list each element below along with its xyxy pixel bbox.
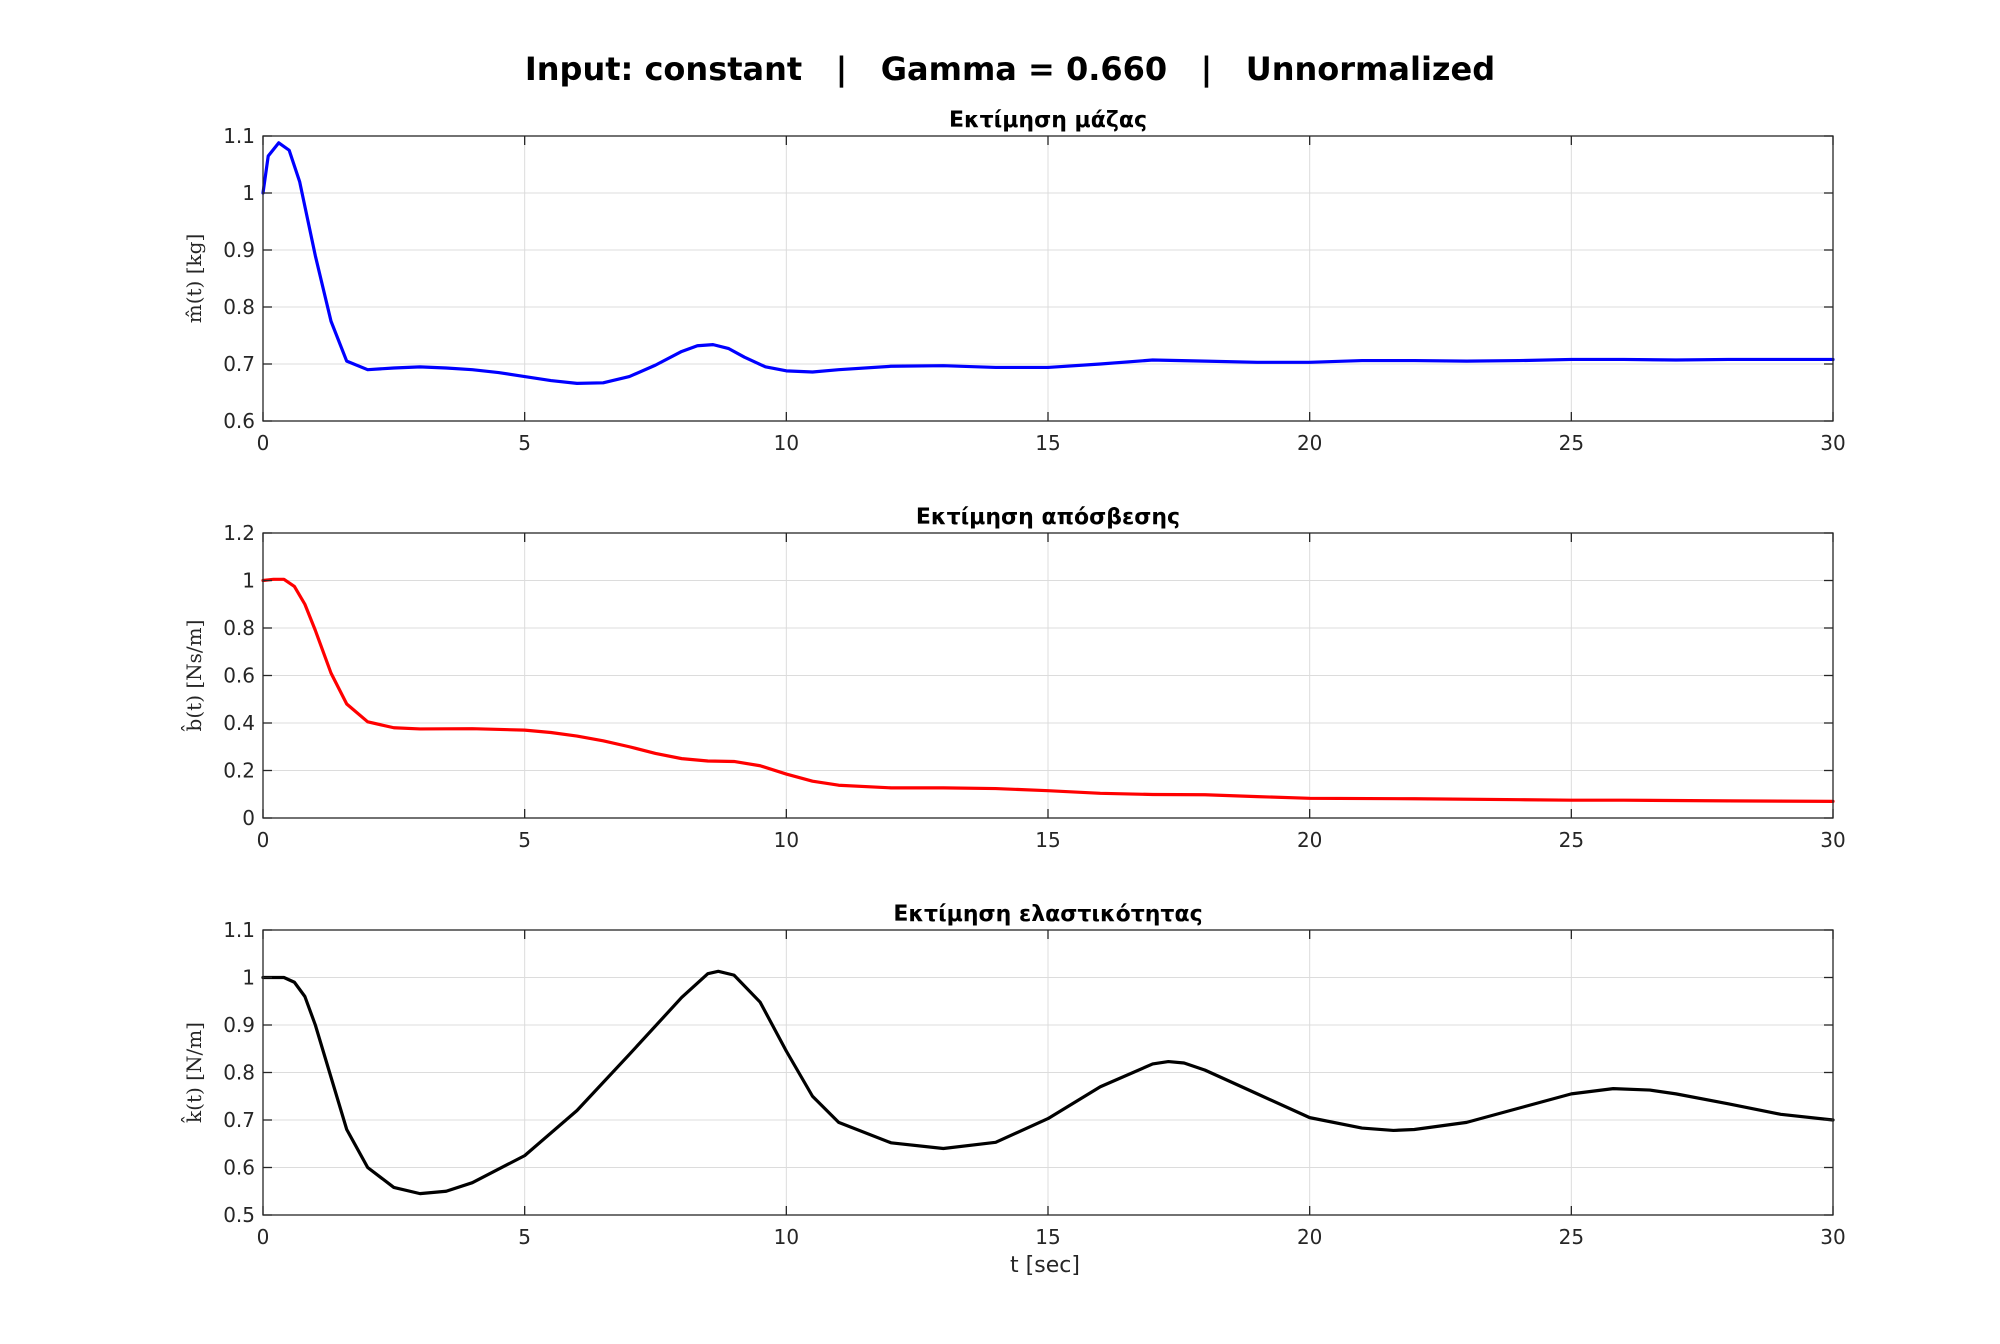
y-tick-label: 0.9 [223, 238, 255, 262]
figure-suptitle: Input: constant | Gamma = 0.660 | Unnorm… [525, 50, 1495, 89]
y-axis-label: k̂(t) [N/m] [180, 1022, 206, 1124]
y-tick-label: 0.8 [223, 295, 255, 319]
x-tick-label: 0 [257, 431, 270, 455]
x-tick-label: 20 [1297, 828, 1322, 852]
y-tick-label: 1 [242, 966, 255, 990]
x-tick-label: 20 [1297, 1225, 1322, 1249]
axes-title: Εκτίμηση απόσβεσης [916, 505, 1180, 530]
y-tick-label: 0.6 [223, 409, 255, 433]
y-tick-label: 0.8 [223, 616, 255, 640]
x-tick-label: 30 [1820, 431, 1845, 455]
x-tick-label: 5 [518, 1225, 531, 1249]
x-tick-label: 10 [774, 828, 799, 852]
axes-damping-estimate: 0 5 10 15 20 25 30 0 0.2 0.4 0.6 0.8 1 1.2 Εκτίμηση απ… [180, 505, 1846, 852]
y-tick-label: 0.6 [223, 1156, 255, 1180]
axes-title: Εκτίμηση μάζας [949, 108, 1147, 133]
x-tick-label: 25 [1559, 828, 1584, 852]
y-tick-label: 1.1 [223, 918, 255, 942]
y-axis-label: b̂(t) [Ns/m] [180, 620, 206, 733]
y-tick-label: 1 [242, 181, 255, 205]
y-tick-label: 0.6 [223, 664, 255, 688]
series-line [261, 969, 1835, 1196]
y-tick-label: 1 [242, 569, 255, 593]
x-axis-label: t [sec] [1010, 1253, 1080, 1278]
y-tick-label: 0.2 [223, 759, 255, 783]
x-tick-label: 25 [1559, 1225, 1584, 1249]
x-tick-label: 30 [1820, 828, 1845, 852]
x-tick-label: 5 [518, 828, 531, 852]
x-tick-label: 15 [1035, 1225, 1060, 1249]
x-tick-label: 25 [1559, 431, 1584, 455]
x-tick-label: 10 [774, 431, 799, 455]
y-axis-label: m̂(t) [kg] [182, 234, 206, 324]
y-tick-label: 1.2 [223, 521, 255, 545]
y-tick-label: 1.1 [223, 124, 255, 148]
series-line [261, 577, 1835, 803]
x-tick-label: 15 [1035, 828, 1060, 852]
x-tick-label: 15 [1035, 431, 1060, 455]
x-tick-label: 30 [1820, 1225, 1845, 1249]
axes-stiffness-estimate: 0 5 10 15 20 25 30 0.5 0.6 0.7 0.8 0.9 1 1.1 Εκτίμηση … [180, 902, 1846, 1249]
y-tick-label: 0 [242, 806, 255, 830]
y-tick-label: 0.5 [223, 1203, 255, 1227]
x-tick-label: 5 [518, 431, 531, 455]
y-tick-label: 0.8 [223, 1061, 255, 1085]
y-tick-label: 0.7 [223, 1108, 255, 1132]
axes-mass-estimate: 0 5 10 15 20 25 30 0.6 0.7 0.8 0.9 1 1.1 Εκτίμηση μάζ… [182, 108, 1846, 455]
x-tick-label: 10 [774, 1225, 799, 1249]
axes-title: Εκτίμηση ελαστικότητας [893, 902, 1202, 927]
x-tick-label: 20 [1297, 431, 1322, 455]
y-tick-label: 0.7 [223, 352, 255, 376]
y-tick-label: 0.4 [223, 711, 255, 735]
series-line [261, 141, 1835, 385]
y-tick-label: 0.9 [223, 1013, 255, 1037]
x-tick-label: 0 [257, 1225, 270, 1249]
x-tick-label: 0 [257, 828, 270, 852]
